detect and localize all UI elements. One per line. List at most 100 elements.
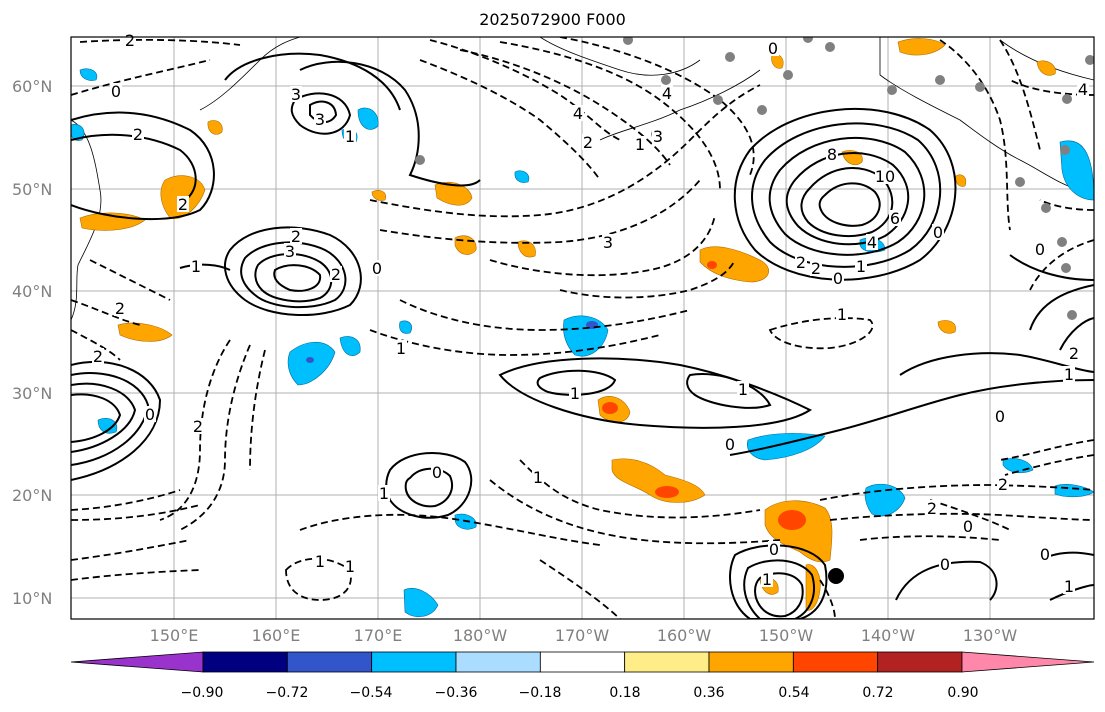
lat-label-30n: 30°N [12, 384, 53, 403]
colorbar-extend-low [70, 651, 204, 673]
contour-label: 0 [145, 405, 155, 424]
contour-label-bg [724, 436, 736, 452]
lat-label-20n: 20°N [12, 486, 53, 505]
contour-label-bg [761, 571, 773, 587]
contour-label-bg [110, 83, 122, 99]
contour-label-bg [569, 385, 581, 401]
colorbar-segment [202, 651, 288, 673]
contour-label-bg [768, 541, 780, 557]
contour-label: 0 [725, 435, 735, 454]
contour-label: 0 [769, 540, 779, 559]
contour-label: 0 [768, 39, 778, 58]
contour-label: 0 [432, 463, 442, 482]
contour-label: 1 [379, 484, 389, 503]
contour-label-bg [314, 553, 326, 569]
colorbar-label: −0.18 [518, 685, 562, 701]
contour-label: 1 [856, 257, 866, 276]
contour-label: 2 [178, 195, 188, 214]
contour-label-bg [1034, 241, 1046, 257]
contour-label-bg [330, 266, 342, 282]
contour-label: 4 [662, 84, 672, 103]
contour-label-bg [371, 260, 383, 276]
contour-label: 2 [133, 125, 143, 144]
contour-label: 3 [603, 233, 613, 252]
contour-label: 1 [345, 557, 355, 576]
contour-label: 1 [1064, 577, 1074, 596]
colorbar-segment [455, 651, 541, 673]
contour-label: 6 [890, 209, 900, 228]
contour-label-bg [855, 258, 867, 274]
colorbar-label: −0.72 [265, 685, 309, 701]
contour-label: 0 [940, 555, 950, 574]
contour-label: 2 [115, 299, 125, 318]
contour-label-bg [431, 464, 443, 480]
contour-label-bg [92, 348, 104, 364]
contour-label-bg [602, 234, 614, 250]
contour-label: 0 [1040, 545, 1050, 564]
contour-label-bg [144, 406, 156, 422]
contour-label: 1 [570, 384, 580, 403]
negative-contours [71, 37, 1094, 619]
lon-label-180w: 180°W [452, 626, 508, 645]
contour-label-bg [832, 270, 844, 286]
map-frame [70, 36, 1095, 620]
colorbar-label: 0.18 [609, 685, 641, 701]
lon-label-170e: 170°E [353, 626, 403, 645]
contour-label-bg [190, 258, 202, 274]
contour-label: 10 [875, 167, 895, 186]
lon-label-160e: 160°E [251, 626, 301, 645]
gridlines [71, 37, 1094, 619]
contour-label: 2 [1069, 344, 1079, 363]
coastlines [71, 37, 1094, 321]
colorbar-segment [624, 651, 710, 673]
lat-label-10n: 10°N [12, 589, 53, 608]
contour-label-bg [997, 476, 1009, 492]
colorbar-label: 0.90 [947, 685, 979, 701]
contour-label: 4 [867, 233, 877, 252]
colorbar-label: 0.72 [862, 685, 894, 701]
contour-label-bg [314, 111, 326, 127]
contour-label-bg [926, 500, 938, 516]
contour-label: 2 [193, 417, 203, 436]
strong-positive-cores [602, 261, 806, 530]
contour-label-bg [344, 128, 356, 144]
contour-label-bg [737, 381, 749, 397]
contour-label-bg [532, 469, 544, 485]
colorbar-label: −0.90 [180, 685, 224, 701]
contour-label-bg [1039, 546, 1051, 562]
contour-label: 1 [837, 305, 847, 324]
lon-label-150e: 150°E [149, 626, 199, 645]
contour-label: 0 [111, 82, 121, 101]
contour-label-bg [889, 210, 901, 226]
colorbar-segment [539, 651, 626, 673]
contour-label-bg [634, 136, 646, 152]
contour-label: 2 [583, 133, 593, 152]
contour-label-bg [284, 243, 296, 259]
contour-label: 0 [1035, 240, 1045, 259]
contour-label-bg [572, 105, 584, 121]
contour-label: 1 [315, 552, 325, 571]
contour-label: 8 [827, 145, 837, 164]
lon-label-130w: 130°W [962, 626, 1018, 645]
contour-label-bg [875, 168, 895, 184]
contour-label-bg [932, 224, 944, 240]
contour-label-bg [114, 300, 126, 316]
lat-label-60n: 60°N [12, 77, 53, 96]
contour-label-bg [582, 134, 594, 150]
lon-label-150w: 150°W [758, 626, 814, 645]
contour-label-bg [795, 254, 807, 270]
lat-label-50n: 50°N [12, 180, 53, 199]
contour-label-bg [395, 340, 407, 356]
contour-label: 0 [933, 223, 943, 242]
contour-label: 3 [291, 85, 301, 104]
contour-label-bg [866, 234, 878, 250]
contour-label-bg [192, 418, 204, 434]
contour-label: 1 [1064, 365, 1074, 384]
contour-label: 3 [653, 127, 663, 146]
contour-label: 2 [998, 475, 1008, 494]
contour-label: 4 [573, 104, 583, 123]
contour-label: 4 [1078, 80, 1088, 99]
contour-label-bg [378, 485, 390, 501]
